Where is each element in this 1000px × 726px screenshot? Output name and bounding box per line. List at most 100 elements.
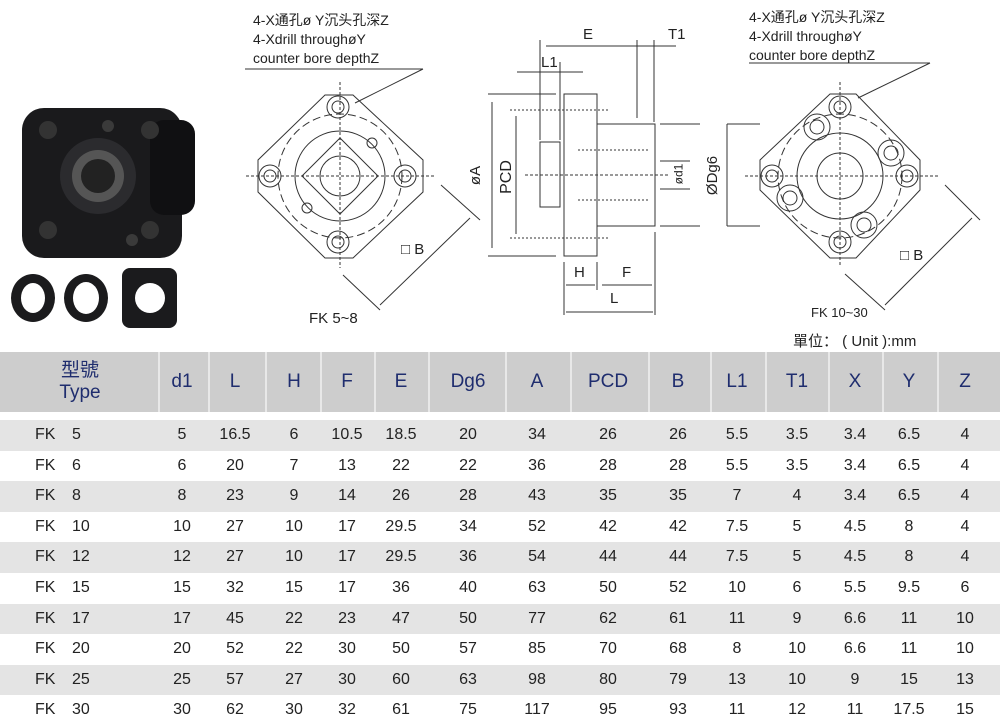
cell-a: 34 xyxy=(528,426,546,443)
table-row: FK 6 6 20 7 13 22 22 36 28 28 5.5 3.5 3.4 6.5 4 xyxy=(0,451,1000,482)
cell-dg6: 63 xyxy=(459,670,477,688)
hole-note-en-2: counter bore depthZ xyxy=(253,50,380,66)
type-prefix: FK xyxy=(35,548,56,566)
cell-dg6: 57 xyxy=(459,640,477,658)
cell-h: 9 xyxy=(289,487,299,505)
cell-l: 62 xyxy=(226,701,244,719)
cell-d1: 12 xyxy=(173,548,191,566)
header-h: H xyxy=(287,371,301,392)
dim-PCD: PCD xyxy=(497,160,515,194)
cell-dg6: 28 xyxy=(459,487,477,505)
cell-h: 27 xyxy=(285,670,303,688)
cell-h: 15 xyxy=(285,579,303,596)
dim-T1: T1 xyxy=(668,26,686,43)
hole-note-en: 4-Xdrill throughøY xyxy=(749,28,862,44)
cell-f: 17 xyxy=(338,579,356,596)
cell-e: 22 xyxy=(392,456,410,474)
cell-y: 6.5 xyxy=(897,487,921,505)
cell-d1: 6 xyxy=(177,456,187,474)
header-divider xyxy=(265,352,267,412)
header-divider xyxy=(208,352,210,412)
header-d1: d1 xyxy=(171,371,193,392)
cell-z: 13 xyxy=(956,670,974,688)
header-divider xyxy=(505,352,507,412)
cell-pcd: 70 xyxy=(599,640,617,658)
cell-f: 10.5 xyxy=(331,426,363,443)
cell-z: 4 xyxy=(960,548,970,566)
type-size: 20 xyxy=(72,640,90,658)
cell-t1: 3.5 xyxy=(785,426,809,443)
cell-pcd: 80 xyxy=(599,670,617,688)
hole-note-en-2: counter bore depthZ xyxy=(749,47,876,63)
header-y: Y xyxy=(902,371,916,392)
header-pcd: PCD xyxy=(587,371,629,392)
type-prefix: FK xyxy=(35,701,56,719)
header-divider xyxy=(570,352,572,412)
cell-f: 17 xyxy=(338,548,356,566)
table-row: FK 10 10 27 10 17 29.5 34 52 42 42 7.5 5 4.5 8 4 xyxy=(0,512,1000,543)
cell-z: 10 xyxy=(956,609,974,627)
cell-a: 63 xyxy=(528,579,546,596)
header-divider xyxy=(374,352,376,412)
table-row: FK 5 5 16.5 6 10.5 18.5 20 34 26 26 5.5 3.5 3.4 6.5 4 xyxy=(0,420,1000,451)
cell-dg6: 34 xyxy=(459,517,477,535)
hole-note-cn: 4-X通孔ø Y沉头孔深Z xyxy=(253,12,389,28)
header-f: F xyxy=(341,371,353,392)
cell-dg6: 20 xyxy=(459,426,477,443)
type-prefix: FK xyxy=(35,456,56,474)
header-divider xyxy=(648,352,650,412)
table-header: 型號 Type d1 L H F E Dg6 A PCD B L1 T1 X Y Z xyxy=(0,352,1000,412)
cell-h: 10 xyxy=(285,548,303,566)
header-dg6: Dg6 xyxy=(450,371,486,392)
type-size: 5 xyxy=(72,426,81,443)
hole-note-left: 4-X通孔ø Y沉头孔深Z 4-Xdrill throughøY counter… xyxy=(253,11,389,68)
type-size: 15 xyxy=(72,579,90,596)
hole-note-right: 4-X通孔ø Y沉头孔深Z 4-Xdrill throughøY counter… xyxy=(749,8,885,65)
cell-d1: 5 xyxy=(177,426,187,443)
cell-y: 15 xyxy=(900,670,918,688)
cell-x: 4.5 xyxy=(843,517,867,535)
cell-e: 61 xyxy=(392,701,410,719)
cell-t1: 10 xyxy=(788,670,806,688)
cell-t1: 5 xyxy=(792,517,802,535)
dim-B-right: □ B xyxy=(900,247,924,264)
cell-pcd: 62 xyxy=(599,609,617,627)
cell-y: 11 xyxy=(900,640,918,658)
cell-f: 13 xyxy=(338,456,356,474)
cell-h: 10 xyxy=(285,517,303,535)
cell-x: 3.4 xyxy=(843,456,867,474)
cell-t1: 10 xyxy=(788,640,806,658)
header-divider xyxy=(158,352,160,412)
cell-y: 6.5 xyxy=(897,456,921,474)
cell-b: 68 xyxy=(669,640,687,658)
cell-h: 22 xyxy=(285,640,303,658)
cell-b: 52 xyxy=(669,579,687,596)
header-b: B xyxy=(671,371,685,392)
cell-l: 20 xyxy=(226,456,244,474)
cell-z: 10 xyxy=(956,640,974,658)
cell-f: 32 xyxy=(338,701,356,719)
cell-t1: 6 xyxy=(792,579,802,596)
table-row: FK 8 8 23 9 14 26 28 43 35 35 7 4 3.4 6.5 4 xyxy=(0,481,1000,512)
cell-b: 79 xyxy=(669,670,687,688)
caption-fk5-8: FK 5~8 xyxy=(309,310,358,327)
cell-x: 9 xyxy=(850,670,860,688)
cell-f: 23 xyxy=(338,609,356,627)
dim-H: H xyxy=(574,264,585,281)
header-a: A xyxy=(530,371,544,392)
cell-e: 50 xyxy=(392,640,410,658)
cell-l1: 5.5 xyxy=(725,426,749,443)
cell-t1: 3.5 xyxy=(785,456,809,474)
cell-x: 11 xyxy=(846,701,864,719)
cell-y: 8 xyxy=(904,548,914,566)
type-prefix: FK xyxy=(35,579,56,596)
side-view xyxy=(488,40,760,315)
cell-l1: 5.5 xyxy=(725,456,749,474)
cell-t1: 9 xyxy=(792,609,802,627)
cell-z: 4 xyxy=(960,487,970,505)
cell-a: 77 xyxy=(528,609,546,627)
cell-y: 9.5 xyxy=(897,579,921,596)
table-row: FK 20 20 52 22 30 50 57 85 70 68 8 10 6.6 11 10 xyxy=(0,634,1000,665)
cell-l1: 7 xyxy=(732,487,742,505)
